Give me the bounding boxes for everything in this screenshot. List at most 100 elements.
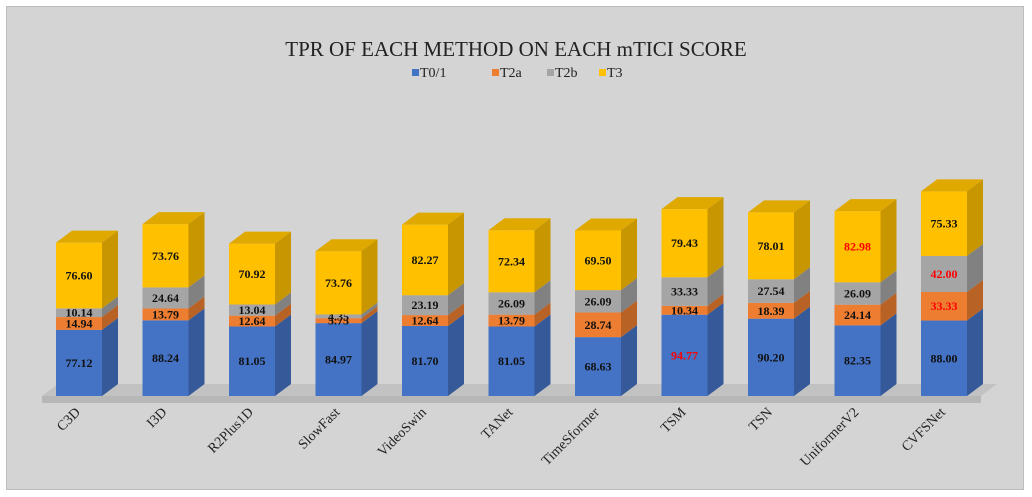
data-label: 73.76 <box>325 276 352 290</box>
x-tick-label: TSN <box>747 405 776 434</box>
bar-side <box>967 243 983 292</box>
bar-side <box>707 293 724 315</box>
bar-side <box>967 179 983 256</box>
bar-segment <box>229 315 275 327</box>
bar-stack: 90.20 18.39 27.54 78.01 <box>748 200 810 396</box>
bar-segment <box>575 230 621 291</box>
bar-side <box>794 267 810 303</box>
bar-side <box>361 302 378 319</box>
bar-segment <box>56 308 102 318</box>
bar-segment <box>402 325 448 396</box>
bar-stack: 81.70 12.64 23.19 82.27 <box>402 212 464 396</box>
data-label: 68.63 <box>585 360 612 374</box>
bar-segment <box>142 308 189 321</box>
data-label: 23.19 <box>412 298 439 312</box>
data-label: 82.35 <box>844 354 871 368</box>
bar-top <box>834 199 897 212</box>
bar-stack: 68.63 28.74 26.09 69.50 <box>575 218 637 396</box>
bar-segment <box>488 326 535 396</box>
bar-segment <box>661 277 708 306</box>
data-label: 81.05 <box>498 354 525 368</box>
x-tick-label: I3D <box>144 405 170 431</box>
data-label: 33.33 <box>931 299 958 313</box>
bar-segment <box>834 304 881 326</box>
data-label: 10.34 <box>671 303 698 317</box>
bar-top <box>315 239 378 252</box>
bar-segment <box>402 295 448 316</box>
data-label: 81.05 <box>239 354 266 368</box>
x-tick-label: TimeSformer <box>539 405 603 469</box>
data-label: 28.74 <box>585 318 612 332</box>
bar-side <box>102 296 118 318</box>
legend-swatch <box>547 69 554 76</box>
bar-stack: 94.77 10.34 33.33 79.43 <box>661 197 724 396</box>
bar-side <box>967 308 983 396</box>
bar-side <box>794 200 810 280</box>
bar-segment <box>921 320 967 396</box>
bar-top <box>575 218 637 231</box>
data-label: 13.79 <box>498 314 525 328</box>
data-label: 77.12 <box>66 356 93 370</box>
legend-label: T2a <box>500 66 523 81</box>
bar-side <box>880 313 897 396</box>
bar-side <box>534 218 551 293</box>
bar-top <box>661 197 724 210</box>
bar-side <box>448 283 464 316</box>
data-label: 72.34 <box>498 254 525 268</box>
x-tick-label: TSM <box>658 405 689 436</box>
legend-swatch <box>599 69 606 76</box>
data-label: 18.39 <box>758 304 785 318</box>
bar-side <box>102 317 118 396</box>
data-label: 90.20 <box>758 350 785 364</box>
bar-segment <box>56 242 102 309</box>
bar-top <box>488 218 551 231</box>
bar-side <box>967 279 983 321</box>
bar-stack: 82.35 24.14 26.09 82.98 <box>834 199 897 396</box>
bar-side <box>188 275 205 309</box>
bar-segment <box>834 325 881 396</box>
data-label: 24.64 <box>152 291 179 305</box>
data-label: 13.79 <box>152 307 179 321</box>
bar-top <box>402 212 464 225</box>
bar-segment <box>488 230 535 293</box>
bar-segment <box>315 314 362 319</box>
bar-side <box>188 212 205 288</box>
data-label: 26.09 <box>585 294 612 308</box>
bar-segment <box>402 315 448 326</box>
bar-segment <box>402 224 448 296</box>
bar-segment <box>315 318 362 324</box>
legend: T0/1 T2a T2b T3 <box>412 66 623 81</box>
data-label: 88.24 <box>152 351 179 365</box>
bar-side <box>102 230 118 309</box>
bar-side <box>361 306 378 324</box>
bar-segment <box>142 224 189 288</box>
bar-segment <box>56 317 102 330</box>
chart-area: TPR OF EACH METHOD ON EACH mTICI SCORE T… <box>6 6 1024 490</box>
data-label: 94.77 <box>671 348 698 362</box>
data-label: 33.33 <box>671 285 698 299</box>
data-label: 42.00 <box>931 267 958 281</box>
bar-segment <box>748 212 794 280</box>
bar-stack: 88.24 13.79 24.64 73.76 <box>142 212 205 396</box>
bar-side <box>880 199 897 283</box>
bar-segment <box>229 326 275 396</box>
bar-segment <box>834 282 881 305</box>
bar-segment <box>661 305 708 315</box>
bar-side <box>361 239 378 315</box>
bar-side <box>880 270 897 305</box>
bar-segment <box>921 255 967 292</box>
bar-side <box>707 197 724 278</box>
x-axis-labels: C3D I3D R2Plus1D SlowFast VideoSwin TANet Time… <box>55 405 949 470</box>
x-tick-label: TANet <box>479 405 516 442</box>
x-tick-label: C3D <box>55 405 84 434</box>
chart-title: TPR OF EACH METHOD ON EACH mTICI SCORE <box>285 37 746 61</box>
bar-top <box>748 200 810 213</box>
x-tick-label: R2Plus1D <box>206 405 257 456</box>
data-label: 82.27 <box>412 253 439 267</box>
bar-top <box>56 230 118 243</box>
data-label: 82.98 <box>844 240 871 254</box>
bar-side <box>448 303 464 326</box>
